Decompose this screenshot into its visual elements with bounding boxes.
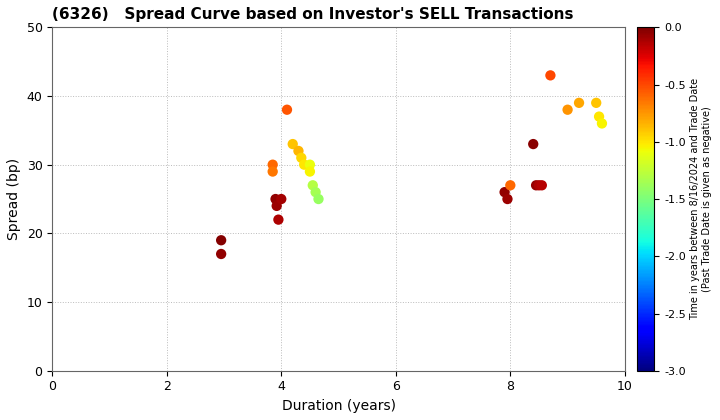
Point	[304, 168, 315, 175]
Point	[215, 237, 227, 244]
X-axis label: Duration (years): Duration (years)	[282, 399, 395, 413]
Y-axis label: Spread (bp): Spread (bp)	[7, 158, 21, 240]
Y-axis label: Time in years between 8/16/2024 and Trade Date
(Past Trade Date is given as nega: Time in years between 8/16/2024 and Trad…	[690, 78, 711, 320]
Point	[544, 72, 556, 79]
Point	[531, 182, 542, 189]
Point	[287, 141, 299, 147]
Text: (6326)   Spread Curve based on Investor's SELL Transactions: (6326) Spread Curve based on Investor's …	[53, 7, 574, 22]
Point	[215, 251, 227, 257]
Point	[282, 106, 293, 113]
Point	[562, 106, 573, 113]
Point	[271, 202, 282, 209]
Point	[505, 182, 516, 189]
Point	[596, 120, 608, 127]
Point	[502, 196, 513, 202]
Point	[312, 196, 324, 202]
Point	[528, 141, 539, 147]
Point	[534, 182, 545, 189]
Point	[267, 168, 279, 175]
Point	[593, 113, 605, 120]
Point	[536, 182, 548, 189]
Point	[276, 196, 287, 202]
Point	[307, 182, 318, 189]
Point	[573, 100, 585, 106]
Point	[273, 216, 284, 223]
Point	[295, 155, 307, 161]
Point	[293, 147, 305, 154]
Point	[267, 161, 279, 168]
Point	[304, 161, 315, 168]
Point	[270, 196, 282, 202]
Point	[310, 189, 321, 196]
Point	[298, 161, 310, 168]
Point	[590, 100, 602, 106]
Point	[499, 189, 510, 196]
